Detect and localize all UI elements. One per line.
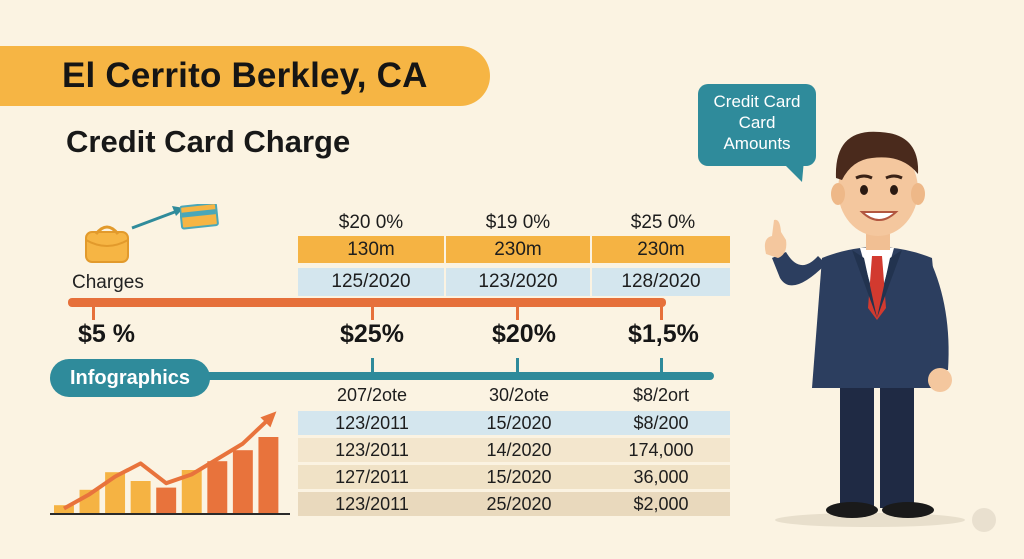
top-column-header: $25 0% [630,212,696,233]
chart-bar [181,470,202,514]
timeline-tick [516,358,519,374]
title-banner: El Cerrito Berkley, CA [0,46,490,106]
bubble-tail [780,160,804,182]
credit-card-icon [180,204,219,230]
chart-arrow-head [260,411,277,428]
orange-timeline [68,298,666,307]
speech-bubble: Credit Card Card Amounts [698,84,816,166]
top-orange-cell: 130m [298,236,446,263]
timeline-tick [92,306,95,320]
table-cell: 36,000 [633,466,689,487]
table-cell: $2,000 [633,493,689,514]
bottom-column-header: 207/2ote [336,385,408,405]
timeline-tick [660,358,663,374]
chart-bar [258,437,279,514]
chart-bar [54,505,74,514]
charges-label: Charges [72,272,144,293]
table-cell: $8/200 [633,412,689,433]
table-cell: 15/2020 [486,466,552,487]
top-orange-cell: 230m [592,236,730,263]
watermark-icon [972,508,996,532]
businessman-illustration [764,131,965,527]
chart-bar [232,450,253,514]
growth-chart [50,411,290,515]
table-cell: 15/2020 [486,412,552,433]
teal-timeline [200,372,714,380]
top-blue-cell: 123/2020 [446,268,592,296]
timeline-tick [371,306,374,320]
chart-bar [130,481,151,514]
page-subtitle: Credit Card Charge [66,124,351,159]
top-orange-cell: 230m [446,236,592,263]
bubble-line: Credit Card [713,92,801,111]
table-row: 127/2011 15/2020 36,000 [298,465,730,489]
timeline-tick [660,306,663,320]
table-row: 123/2011 25/2020 $2,000 [298,492,730,516]
percent-label: $1,5% [628,320,699,348]
bottom-column-header: 30/2ote [488,385,550,405]
table-cell: 127/2011 [335,466,409,487]
top-blue-cell: 125/2020 [298,268,446,296]
bubble-line: Amounts [723,134,791,153]
bottom-column-header: $8/2ort [632,385,690,405]
table-row: 123/2011 14/2020 174,000 [298,438,730,462]
page-title: El Cerrito Berkley, CA [62,56,428,95]
bubble-line: Card [738,113,776,132]
top-blue-cell: 128/2020 [592,268,730,296]
table-cell: 14/2020 [486,439,552,460]
table-cell: 123/2011 [335,439,409,460]
chart-trend-line [62,417,270,511]
chart-bar [156,487,177,514]
percent-label: $5 % [78,320,135,348]
chart-bar [207,461,228,514]
timeline-tick [371,358,374,374]
table-row: 123/2011 15/2020 $8/200 [298,411,730,435]
top-column-header: $19 0% [485,212,551,233]
top-column-header: $20 0% [338,212,404,233]
infographics-pill: Infographics [50,359,210,397]
table-cell: 25/2020 [486,493,552,514]
table-cell: 123/2011 [335,412,409,433]
table-cell: 174,000 [628,439,694,460]
timeline-tick [516,306,519,320]
chart-bar [105,472,126,514]
percent-label: $20% [492,320,556,348]
table-cell: 123/2011 [335,493,409,514]
shopping-bag-icon [85,225,129,263]
percent-label: $25% [340,320,404,348]
